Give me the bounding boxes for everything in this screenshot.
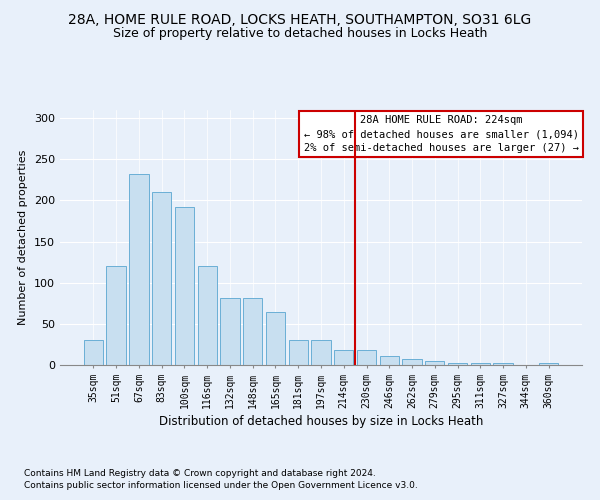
Bar: [448, 362, 467, 365]
Bar: [493, 364, 513, 365]
Bar: [470, 362, 490, 365]
Text: Size of property relative to detached houses in Locks Heath: Size of property relative to detached ho…: [113, 28, 487, 40]
Bar: [197, 266, 217, 365]
Bar: [357, 350, 376, 365]
Text: Contains HM Land Registry data © Crown copyright and database right 2024.: Contains HM Land Registry data © Crown c…: [24, 468, 376, 477]
Text: 28A, HOME RULE ROAD, LOCKS HEATH, SOUTHAMPTON, SO31 6LG: 28A, HOME RULE ROAD, LOCKS HEATH, SOUTHA…: [68, 12, 532, 26]
Bar: [106, 266, 126, 365]
Text: 28A HOME RULE ROAD: 224sqm
← 98% of detached houses are smaller (1,094)
2% of se: 28A HOME RULE ROAD: 224sqm ← 98% of deta…: [304, 115, 578, 153]
Bar: [175, 207, 194, 365]
Bar: [403, 359, 422, 365]
Bar: [539, 364, 558, 365]
Bar: [220, 298, 239, 365]
Bar: [334, 350, 353, 365]
Bar: [311, 340, 331, 365]
Bar: [84, 340, 103, 365]
X-axis label: Distribution of detached houses by size in Locks Heath: Distribution of detached houses by size …: [159, 415, 483, 428]
Text: Contains public sector information licensed under the Open Government Licence v3: Contains public sector information licen…: [24, 481, 418, 490]
Y-axis label: Number of detached properties: Number of detached properties: [19, 150, 28, 325]
Bar: [289, 340, 308, 365]
Bar: [380, 356, 399, 365]
Bar: [266, 312, 285, 365]
Bar: [243, 298, 262, 365]
Bar: [129, 174, 149, 365]
Bar: [152, 192, 172, 365]
Bar: [425, 361, 445, 365]
